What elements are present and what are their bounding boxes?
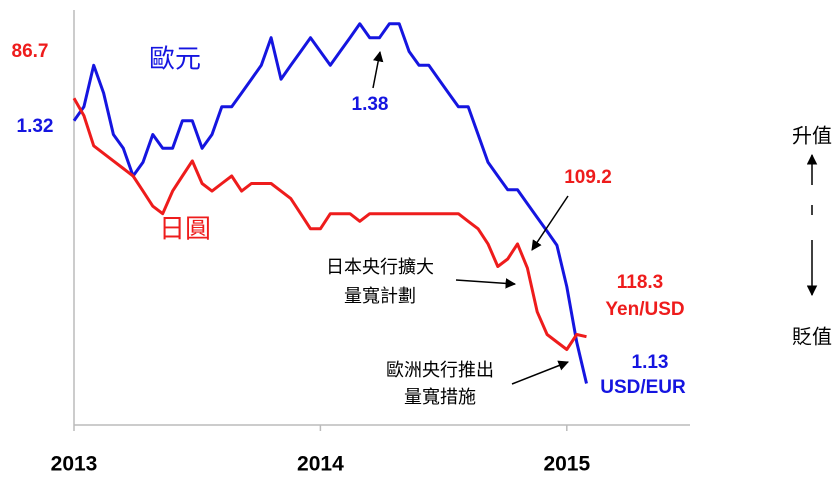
arrow xyxy=(372,50,384,89)
value-label: 109.2 xyxy=(564,167,612,188)
unit-label: USD/EUR xyxy=(600,377,686,398)
x-tick-label: 2015 xyxy=(543,453,590,476)
arrow xyxy=(455,278,517,289)
value-label: 1.38 xyxy=(352,94,389,115)
x-tick-label: 2013 xyxy=(51,453,98,476)
annotation: 貶值 xyxy=(792,325,832,349)
annotation: 歐洲央行推出 xyxy=(386,360,494,381)
series-label: 歐元 xyxy=(149,45,201,75)
annotation: 量寬措施 xyxy=(404,387,476,408)
arrow xyxy=(531,195,569,251)
series-line xyxy=(72,97,587,351)
annotation: 量寬計劃 xyxy=(344,286,416,307)
value-label: 1.13 xyxy=(632,352,669,373)
arrow xyxy=(511,360,569,385)
arrows xyxy=(372,50,818,385)
series-label: 日圓 xyxy=(159,215,211,245)
annotation: 日本央行擴大 xyxy=(326,257,434,278)
value-label: 86.7 xyxy=(12,41,49,62)
series-line xyxy=(72,22,588,384)
annotation: 升值 xyxy=(792,124,832,148)
x-tick-label: 2014 xyxy=(297,453,344,476)
value-label: 1.32 xyxy=(17,116,54,137)
value-label: 118.3 xyxy=(617,272,664,293)
unit-label: Yen/USD xyxy=(605,299,684,320)
